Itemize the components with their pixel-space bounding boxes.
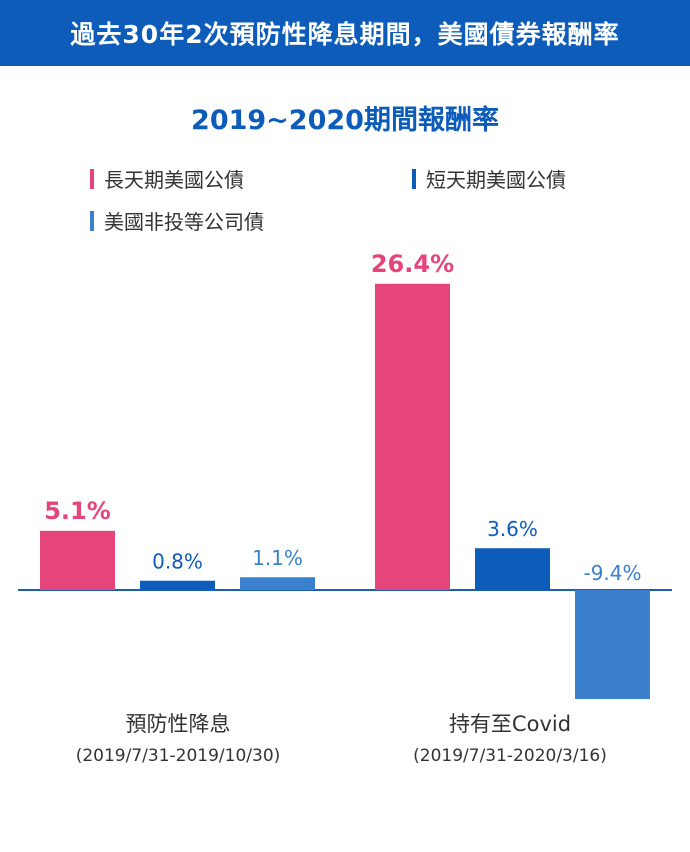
- legend-swatch-high-yield: [90, 210, 94, 231]
- group-name-hold-to-covid: 持有至Covid: [448, 712, 572, 736]
- legend-label-high-yield: 美國非投等公司債: [104, 210, 264, 234]
- legend-label-short: 短天期美國公債: [426, 168, 566, 192]
- group-label-hold-to-covid: 持有至Covid (2019/7/31-2020/3/16): [350, 708, 670, 766]
- bar-1-2: [575, 590, 650, 700]
- legend-swatch-long: [90, 168, 94, 189]
- legend-item-long-treasury: 長天期美國公債: [90, 164, 244, 193]
- bar-1-1: [475, 548, 550, 590]
- bar-0-1: [140, 580, 215, 590]
- header-banner: 過去30年2次預防性降息期間，美國債券報酬率: [0, 0, 690, 66]
- group-range-preventive-cut: (2019/7/31-2019/10/30): [75, 746, 281, 766]
- legend-label-long: 長天期美國公債: [104, 168, 244, 192]
- data-label-1-0: 26.4%: [371, 250, 454, 278]
- group-label-preventive-cut: 預防性降息 (2019/7/31-2019/10/30): [18, 708, 338, 766]
- data-label-1-2: -9.4%: [583, 561, 641, 585]
- data-label-0-0: 5.1%: [44, 497, 111, 525]
- legend-swatch-short: [412, 168, 416, 189]
- data-label-0-1: 0.8%: [152, 550, 203, 574]
- data-label-1-1: 3.6%: [487, 517, 538, 541]
- group-name-preventive-cut: 預防性降息: [125, 712, 231, 736]
- group-range-hold-to-covid: (2019/7/31-2020/3/16): [413, 746, 607, 766]
- banner-title: 過去30年2次預防性降息期間，美國債券報酬率: [70, 20, 620, 49]
- chart-title: 2019~2020期間報酬率: [191, 105, 499, 136]
- bar-0-2: [240, 577, 315, 590]
- bar-1-0: [375, 283, 450, 590]
- legend-item-short-treasury: 短天期美國公債: [412, 164, 566, 193]
- bar-0-0: [40, 530, 115, 590]
- data-label-0-2: 1.1%: [252, 546, 303, 570]
- legend-item-high-yield: 美國非投等公司債: [90, 206, 264, 235]
